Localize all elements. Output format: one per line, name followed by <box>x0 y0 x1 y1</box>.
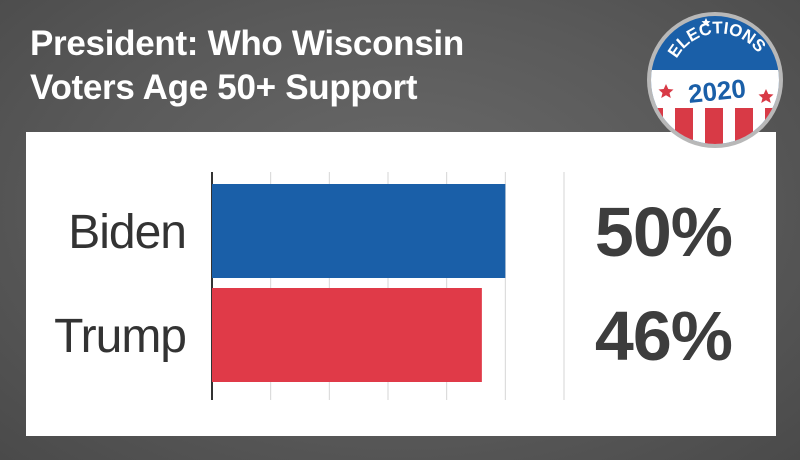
badge-star-top-icon <box>701 18 711 27</box>
bar-biden <box>212 184 506 278</box>
chart-title-line-2: Voters Age 50+ Support <box>30 68 418 107</box>
badge-year: 2020 <box>687 73 748 109</box>
chart-title-line-1: President: Who Wisconsin <box>30 24 464 63</box>
category-label-trump: Trump <box>54 310 186 363</box>
value-label-biden: 50% <box>595 193 732 271</box>
category-label-biden: Biden <box>68 206 186 259</box>
chart-panel: Biden 50% Trump 46% <box>26 132 776 436</box>
bar-chart: Biden 50% Trump 46% <box>54 172 733 400</box>
value-label-trump: 46% <box>595 297 732 375</box>
badge-star-left-icon <box>658 84 674 98</box>
bar-trump <box>212 288 482 382</box>
elections-2020-badge-icon: ELECTIONS 2020 <box>647 12 783 148</box>
badge-star-right-icon <box>758 89 774 103</box>
chart-title: President: Who Wisconsin Voters Age 50+ … <box>30 22 464 110</box>
